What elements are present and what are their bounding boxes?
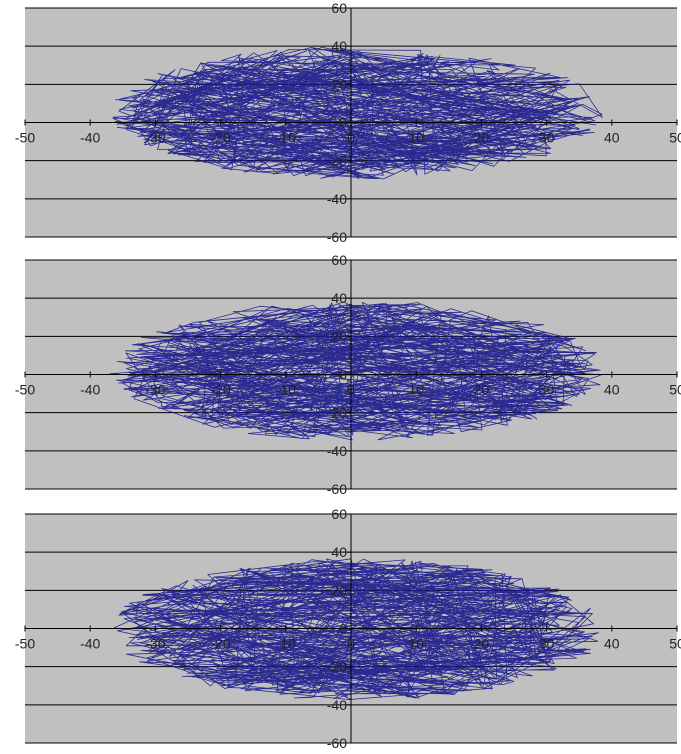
y-tick-label: -60 bbox=[327, 481, 347, 497]
chart-2: -50 -40 -30 -20 -10 0 10 20 30 40 50-60-40-2002040… bbox=[15, 252, 681, 497]
x-tick-label: -40 bbox=[80, 636, 100, 652]
y-tick-label: -40 bbox=[327, 697, 347, 713]
x-tick-label: 10 bbox=[408, 636, 424, 652]
chart-3: -50 -40 -30 -20 -10 0 10 20 30 40 50-60-40-2002040… bbox=[15, 506, 681, 751]
y-tick-label: 0 bbox=[339, 621, 347, 637]
y-tick-label: 40 bbox=[331, 290, 347, 306]
x-tick-label: -50 bbox=[15, 382, 35, 398]
y-tick-label: 0 bbox=[339, 367, 347, 383]
y-tick-label: 20 bbox=[331, 328, 347, 344]
y-tick-label: 40 bbox=[331, 544, 347, 560]
x-tick-label: -10 bbox=[276, 130, 296, 146]
y-tick-label: 0 bbox=[339, 115, 347, 131]
y-tick-label: 60 bbox=[331, 0, 347, 16]
x-tick-label: 10 bbox=[408, 130, 424, 146]
x-tick-label: -10 bbox=[276, 636, 296, 652]
x-tick-label: 50 bbox=[669, 382, 681, 398]
trajectory-series bbox=[109, 301, 602, 441]
x-tick-label: -30 bbox=[145, 636, 165, 652]
y-tick-label: -60 bbox=[327, 229, 347, 245]
y-tick-label: -20 bbox=[327, 153, 347, 169]
y-tick-label: 40 bbox=[331, 38, 347, 54]
x-tick-label: 30 bbox=[539, 636, 555, 652]
x-tick-label: -10 bbox=[276, 382, 296, 398]
y-tick-label: -60 bbox=[327, 735, 347, 751]
x-tick-label: 30 bbox=[539, 382, 555, 398]
x-tick-label: 10 bbox=[408, 382, 424, 398]
y-tick-label: 20 bbox=[331, 582, 347, 598]
y-tick-label: -40 bbox=[327, 443, 347, 459]
y-tick-label: 60 bbox=[331, 252, 347, 268]
y-tick-label: -20 bbox=[327, 405, 347, 421]
x-tick-label: -50 bbox=[15, 130, 35, 146]
x-tick-label: 40 bbox=[604, 382, 620, 398]
y-tick-label: 20 bbox=[331, 76, 347, 92]
x-tick-label: 0 bbox=[347, 636, 355, 652]
y-tick-label: -20 bbox=[327, 659, 347, 675]
x-tick-label: 20 bbox=[474, 130, 490, 146]
x-tick-label: 40 bbox=[604, 636, 620, 652]
x-tick-label: 50 bbox=[669, 636, 681, 652]
x-tick-label: -20 bbox=[210, 636, 230, 652]
y-tick-label: -40 bbox=[327, 191, 347, 207]
x-tick-label: -20 bbox=[210, 382, 230, 398]
chart-1: -50 -40 -30 -20 -10 0 10 20 30 40 50-60-40-2002040… bbox=[15, 0, 681, 245]
trajectory-series bbox=[113, 558, 599, 701]
x-tick-label: -40 bbox=[80, 130, 100, 146]
x-tick-label: -40 bbox=[80, 382, 100, 398]
x-tick-label: 40 bbox=[604, 130, 620, 146]
x-tick-label: 50 bbox=[669, 130, 681, 146]
x-tick-label: -50 bbox=[15, 636, 35, 652]
x-tick-label: 0 bbox=[347, 382, 355, 398]
x-tick-label: 20 bbox=[474, 636, 490, 652]
x-tick-label: 0 bbox=[347, 130, 355, 146]
x-tick-label: 20 bbox=[474, 382, 490, 398]
x-tick-label: -30 bbox=[145, 130, 165, 146]
x-tick-label: -30 bbox=[145, 382, 165, 398]
x-tick-label: 30 bbox=[539, 130, 555, 146]
y-tick-label: 60 bbox=[331, 506, 347, 522]
x-tick-label: -20 bbox=[210, 130, 230, 146]
